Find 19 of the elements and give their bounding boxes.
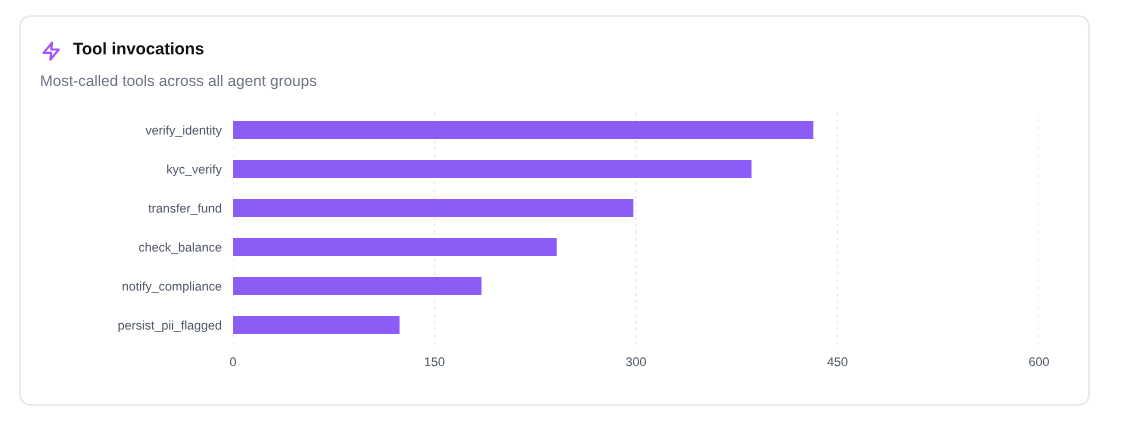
bar: [233, 121, 814, 139]
bar: [233, 199, 634, 217]
x-tick-label: 450: [827, 357, 848, 367]
y-tick-label: transfer_fund: [148, 203, 222, 216]
x-tick-label: 150: [425, 357, 445, 367]
x-tick-label: 300: [626, 357, 646, 367]
bar: [233, 316, 400, 334]
bar: [233, 277, 482, 295]
chart-title: Tool invocations: [73, 42, 204, 55]
y-tick-label: check_balance: [139, 242, 222, 255]
bar: [233, 238, 557, 256]
y-tick-label: persist_pii_flagged: [118, 320, 222, 333]
y-tick-label: kyc_verify: [167, 164, 222, 177]
y-tick-label: verify_identity: [145, 125, 222, 138]
y-tick-label: notify_compliance: [122, 281, 222, 294]
bar: [233, 160, 752, 178]
x-tick-label: 600: [1029, 357, 1049, 367]
chart-subtitle: Most-called tools across all agent groups: [41, 74, 317, 90]
x-tick-label: 0: [230, 357, 236, 367]
